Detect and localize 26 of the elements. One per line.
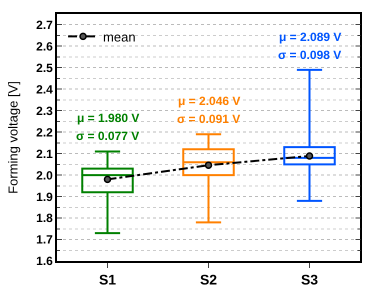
y-tick-label: 2.7 <box>36 18 54 32</box>
y-tick-label: 2.5 <box>36 60 54 75</box>
y-tick-label: 1.7 <box>36 232 54 247</box>
annotation: σ = 0.077 V <box>76 129 140 143</box>
point <box>306 152 314 160</box>
annotation: μ = 2.089 V <box>279 30 342 44</box>
x-tick-label: S1 <box>98 272 116 288</box>
annotation: σ = 0.091 V <box>177 112 240 126</box>
annotation: σ = 0.098 V <box>278 48 342 62</box>
point <box>204 161 212 169</box>
y-tick-label: 2.2 <box>36 125 54 140</box>
point <box>104 176 112 184</box>
y-tick-label: 2.6 <box>36 39 54 54</box>
legend-label: mean <box>103 29 136 44</box>
y-tick-label: 1.6 <box>36 254 54 268</box>
y-tick-label: 1.9 <box>36 190 54 204</box>
annotation: μ = 2.046 V <box>178 94 240 108</box>
x-tick-label: S2 <box>200 272 218 288</box>
y-tick-label: 1.8 <box>36 211 54 226</box>
y-tick-label: 2.3 <box>36 104 54 118</box>
y-tick-label: 2.4 <box>36 82 54 96</box>
annotation: μ = 1.980 V <box>77 111 140 125</box>
y-tick-label: 2.1 <box>36 146 54 161</box>
y-axis-title: Forming voltage [V] <box>6 81 21 194</box>
x-tick-label: S3 <box>300 272 318 288</box>
y-tick-label: 2.0 <box>36 168 54 182</box>
